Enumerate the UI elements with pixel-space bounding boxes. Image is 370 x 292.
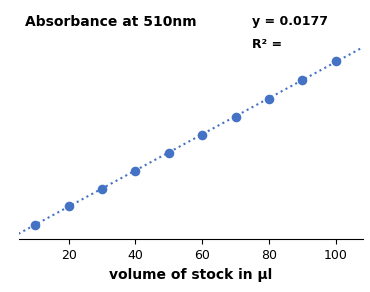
Point	[166, 151, 172, 155]
Point	[333, 59, 339, 63]
Text: y = 0.0177: y = 0.0177	[252, 15, 327, 28]
Point	[65, 204, 71, 209]
Point	[199, 133, 205, 138]
Text: Absorbance at 510nm: Absorbance at 510nm	[25, 15, 197, 29]
X-axis label: volume of stock in µl: volume of stock in µl	[109, 268, 272, 282]
Point	[99, 187, 105, 191]
Point	[132, 169, 138, 173]
Point	[233, 115, 239, 119]
Point	[299, 78, 305, 83]
Text: R² =: R² =	[252, 38, 282, 51]
Point	[266, 96, 272, 101]
Point	[32, 223, 38, 227]
